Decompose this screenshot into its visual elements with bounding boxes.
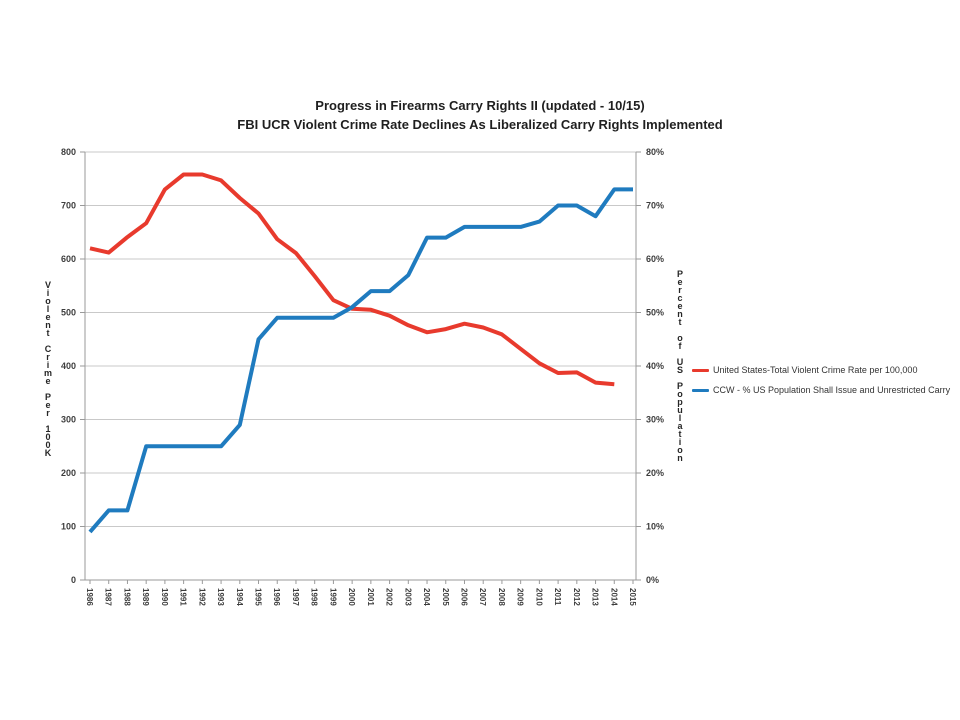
x-axis-tick-label: 2015: [628, 588, 637, 606]
x-axis-tick-label: 1986: [85, 588, 94, 606]
left-axis-tick-label: 700: [61, 201, 76, 211]
x-axis-tick-label: 2009: [516, 588, 525, 606]
x-axis-tick-label: 2008: [497, 588, 506, 606]
x-axis-tick-label: 1987: [104, 588, 113, 606]
left-axis-tick-label: 400: [61, 361, 76, 371]
right-axis-tick-label: 80%: [646, 147, 664, 157]
x-axis-tick-label: 1992: [197, 588, 206, 606]
x-axis-tick-label: 2000: [347, 588, 356, 606]
legend-label-crime: United States-Total Violent Crime Rate p…: [713, 365, 918, 375]
x-axis-tick-label: 2005: [441, 588, 450, 606]
right-axis-tick-label: 70%: [646, 201, 664, 211]
x-axis-tick-label: 1994: [235, 588, 244, 606]
x-axis-tick-label: 1989: [141, 588, 150, 606]
right-axis-tick-label: 0%: [646, 575, 659, 585]
right-axis-tick-label: 10%: [646, 522, 664, 532]
legend: United States-Total Violent Crime Rate p…: [692, 360, 950, 400]
right-axis-tick-label: 60%: [646, 254, 664, 264]
legend-item-ccw: CCW - % US Population Shall Issue and Un…: [692, 380, 950, 400]
left-axis-tick-label: 300: [61, 415, 76, 425]
ccw-percent-line: [88, 187, 633, 534]
left-axis-tick-label: 800: [61, 147, 76, 157]
crime-line-swatch: [692, 368, 709, 372]
x-axis-tick-label: 1988: [122, 588, 131, 606]
x-axis-tick-label: 2006: [459, 588, 468, 606]
x-axis-tick-label: 2014: [609, 588, 618, 606]
x-axis-tick-label: 2010: [534, 588, 543, 606]
chart-title: Progress in Firearms Carry Rights II (up…: [315, 98, 645, 113]
x-axis-tick-label: 1995: [254, 588, 263, 606]
right-axis-title: P e r c e n t o f U S P o p u l a t i o …: [676, 269, 684, 463]
x-axis-tick-label: 1997: [291, 588, 300, 606]
right-axis-tick-label: 20%: [646, 468, 664, 478]
x-axis-tick-label: 2013: [591, 588, 600, 606]
right-axis-tick-label: 40%: [646, 361, 664, 371]
left-axis-title: V i o l e n t C r i m e P e r 1 0 0 K: [43, 280, 52, 458]
right-axis-tick-label: 50%: [646, 308, 664, 318]
x-axis-tick-label: 2007: [478, 588, 487, 606]
chart-title-block: Progress in Firearms Carry Rights II (up…: [0, 96, 960, 134]
x-axis-tick-label: 2001: [366, 588, 375, 606]
legend-item-crime: United States-Total Violent Crime Rate p…: [692, 360, 950, 380]
right-axis-tick-label: 30%: [646, 415, 664, 425]
x-axis-tick-label: 1998: [310, 588, 319, 606]
left-axis-tick-label: 600: [61, 254, 76, 264]
x-axis-tick-label: 2003: [403, 588, 412, 606]
x-axis-tick-label: 1990: [160, 588, 169, 606]
left-axis-tick-label: 200: [61, 468, 76, 478]
x-axis-tick-label: 2012: [572, 588, 581, 606]
x-axis-tick-label: 1993: [216, 588, 225, 606]
legend-label-ccw: CCW - % US Population Shall Issue and Un…: [713, 385, 951, 395]
x-axis-tick-label: 1999: [328, 588, 337, 606]
chart-subtitle: FBI UCR Violent Crime Rate Declines As L…: [237, 117, 723, 132]
left-axis-tick-label: 0: [71, 575, 76, 585]
x-axis-tick-label: 2004: [422, 588, 431, 606]
left-axis-tick-label: 500: [61, 308, 76, 318]
ccw-line-swatch: [692, 388, 709, 392]
x-axis-tick-label: 2002: [385, 588, 394, 606]
x-axis-tick-label: 1996: [272, 588, 281, 606]
left-axis-tick-label: 100: [61, 522, 76, 532]
x-axis-tick-label: 1991: [179, 588, 188, 606]
x-axis-tick-label: 2011: [553, 588, 562, 606]
